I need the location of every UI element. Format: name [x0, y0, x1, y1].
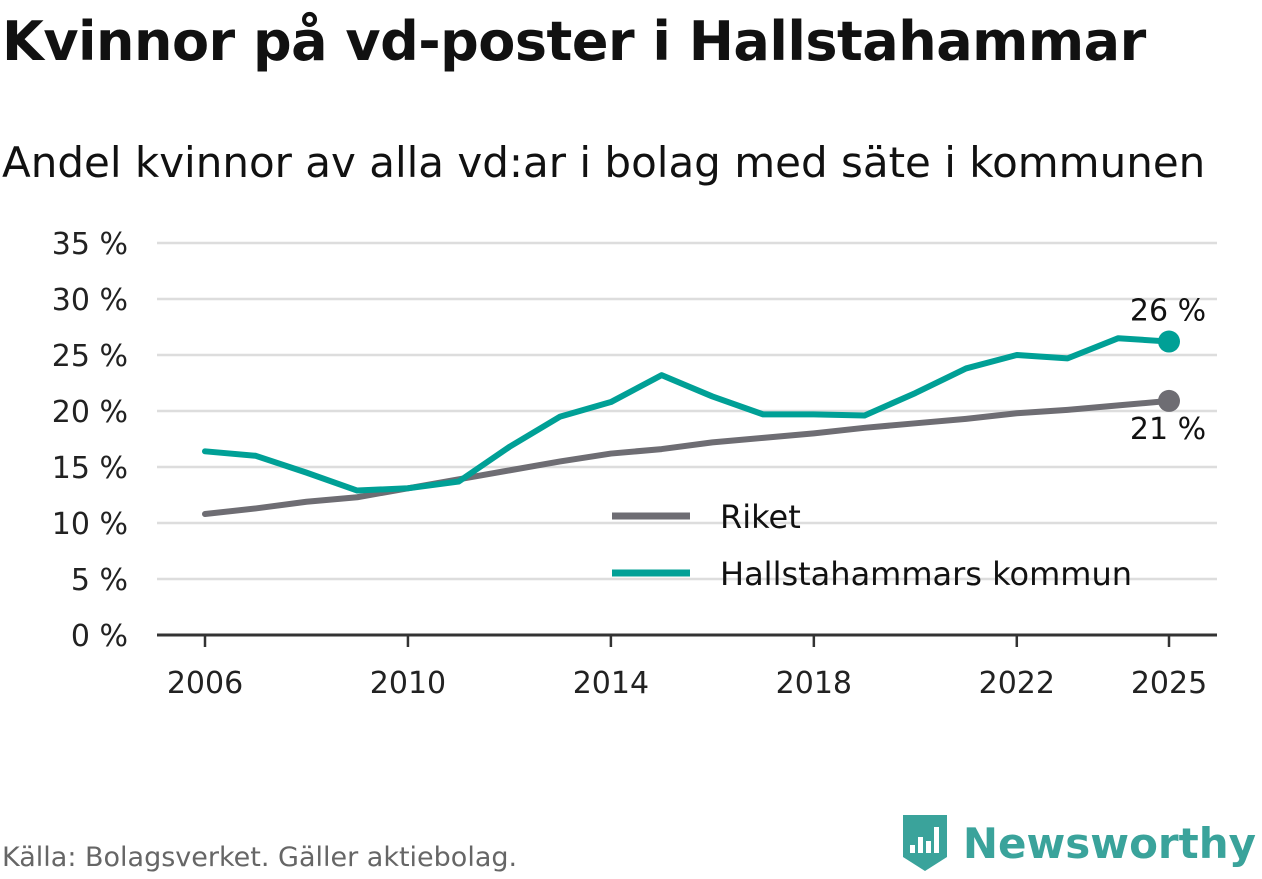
brand-name: Newsworthy — [962, 818, 1256, 868]
x-tick-label: 2018 — [776, 666, 852, 701]
end-labels: 21 % 26 % — [1130, 294, 1206, 447]
y-tick-label: 0 % — [71, 619, 128, 654]
chart-subtitle: Andel kvinnor av alla vd:ar i bolag med … — [2, 138, 1206, 187]
series-line-riket — [202, 397, 1172, 518]
y-tick-label: 30 % — [52, 283, 128, 318]
legend-label: Hallstahammars kommun — [720, 555, 1132, 593]
y-tick-label: 25 % — [52, 339, 128, 374]
x-tick-label: 2006 — [167, 666, 243, 701]
series-line-hallstahammar — [202, 335, 1172, 494]
x-tick-label: 2022 — [979, 666, 1055, 701]
series-lines — [202, 330, 1180, 518]
end-point-marker — [1158, 330, 1180, 353]
source-note: Källa: Bolagsverket. Gäller aktiebolag. — [2, 842, 518, 873]
y-tick-label: 15 % — [52, 451, 128, 486]
y-axis-ticks: 0 % 5 % 10 % 15 % 20 % 25 % 30 % 35 % — [52, 227, 128, 654]
y-tick-label: 35 % — [52, 227, 128, 262]
y-tick-label: 20 % — [52, 395, 128, 430]
x-tick-label: 2025 — [1131, 666, 1207, 701]
x-tick-label: 2014 — [573, 666, 649, 701]
x-tick-label: 2010 — [370, 666, 446, 701]
y-tick-label: 5 % — [71, 563, 128, 598]
end-point-marker — [1158, 389, 1180, 412]
y-tick-label: 10 % — [52, 507, 128, 542]
legend-label: Riket — [720, 498, 801, 536]
brand: Newsworthy — [901, 813, 1256, 873]
end-value-label: 26 % — [1130, 294, 1206, 329]
chart-title: Kvinnor på vd-poster i Hallstahammar — [2, 10, 1146, 73]
x-axis: 2006 2010 2014 2018 2022 2025 — [157, 633, 1217, 701]
legend: Riket Hallstahammars kommun — [612, 498, 1132, 593]
newsworthy-logo-icon — [902, 815, 947, 871]
end-value-label: 21 % — [1130, 412, 1206, 447]
